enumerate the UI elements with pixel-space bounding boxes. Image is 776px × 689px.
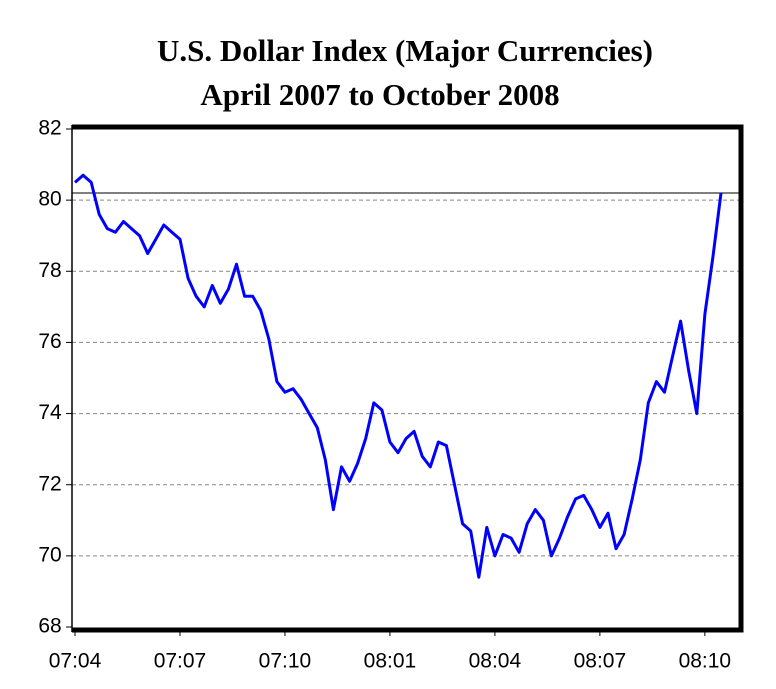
x-tick-label: 07:10 bbox=[259, 650, 312, 673]
x-tick-label: 07:07 bbox=[154, 650, 207, 673]
x-tick-label: 08:07 bbox=[574, 650, 627, 673]
y-tick-label: 76 bbox=[38, 330, 61, 353]
y-tick-label: 70 bbox=[38, 543, 61, 566]
x-tick-label: 07:04 bbox=[49, 650, 102, 673]
y-tick-label: 72 bbox=[38, 472, 61, 495]
x-tick-label: 08:04 bbox=[469, 650, 522, 673]
chart-subtitle: April 2007 to October 2008 bbox=[200, 77, 559, 112]
y-tick-label: 74 bbox=[38, 401, 62, 424]
data-line bbox=[74, 173, 723, 579]
y-tick-label: 68 bbox=[38, 615, 61, 638]
chart-title: U.S. Dollar Index (Major Currencies) bbox=[157, 33, 653, 68]
y-tick-label: 78 bbox=[38, 259, 61, 282]
x-tick-label: 08:10 bbox=[679, 650, 732, 673]
y-tick-label: 80 bbox=[38, 188, 61, 211]
plot-frame bbox=[72, 124, 744, 633]
x-tick-label: 08:01 bbox=[364, 650, 417, 673]
y-tick-label: 82 bbox=[38, 117, 61, 140]
